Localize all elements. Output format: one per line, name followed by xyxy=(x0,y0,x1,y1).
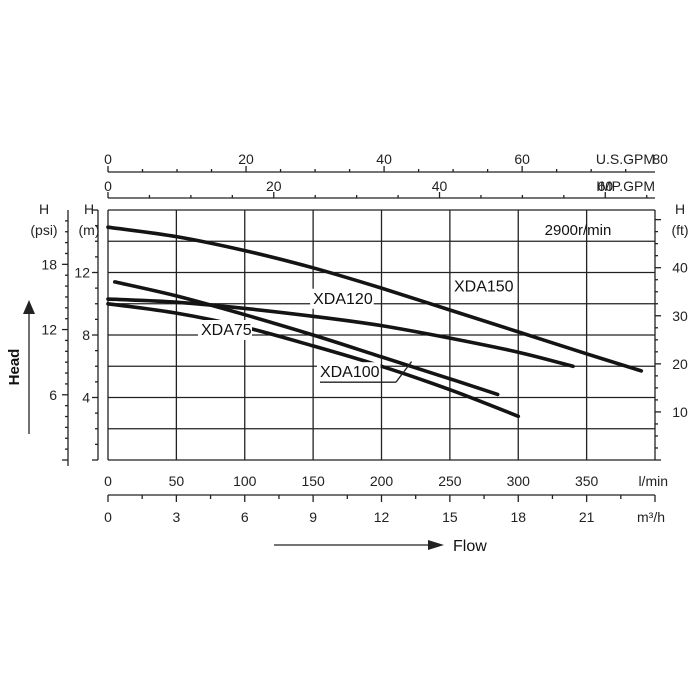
flow-arrow-icon xyxy=(428,540,444,550)
curve-label-xda75: XDA75 xyxy=(201,322,252,339)
lmin-tick-label: 0 xyxy=(104,473,112,489)
lmin-tick-label: 50 xyxy=(169,473,185,489)
curve-label-xda120: XDA120 xyxy=(313,291,373,308)
head-m-unit: (m) xyxy=(79,222,100,238)
head-ft-tick-label: 20 xyxy=(672,356,688,372)
impgpm-tick-label: 60 xyxy=(597,178,613,194)
lmin-unit: l/min xyxy=(638,473,668,489)
speed-label: 2900r/min xyxy=(545,222,612,239)
m3h-tick-label: 12 xyxy=(374,509,390,525)
head-m-tick-label: 8 xyxy=(82,327,90,343)
curve-xda120 xyxy=(106,297,575,369)
lmin-tick-label: 300 xyxy=(507,473,531,489)
bottom-axes: 0 50 100 150 200 250 300 350 l/min 0 3 6 9 12 15 18 21 m³… xyxy=(104,473,668,525)
head-m-tick-label: 12 xyxy=(74,265,90,281)
impgpm-tick-label: 0 xyxy=(104,178,112,194)
usgpm-tick-label: 60 xyxy=(514,151,530,167)
curve-label-bg xyxy=(450,276,515,297)
lmin-tick-label: 200 xyxy=(370,473,394,489)
m3h-unit: m³/h xyxy=(637,509,665,525)
head-indicator: Head xyxy=(6,300,35,434)
head-arrow-icon xyxy=(23,300,35,314)
curve-label-bg xyxy=(316,362,381,383)
curve-label-xda150: XDA150 xyxy=(454,278,514,295)
head-psi-unit-top: H xyxy=(39,201,49,217)
usgpm-unit: U.S.GPM xyxy=(596,151,655,167)
plot-grid xyxy=(107,209,656,461)
m3h-tick-label: 15 xyxy=(442,509,458,525)
xda100-leader-line xyxy=(395,361,413,383)
head-ft-unit-top: H xyxy=(675,201,685,217)
left-axes: 4 8 12 H (m) 6 12 18 H (psi) xyxy=(30,201,100,466)
head-psi-tick-label: 18 xyxy=(41,256,57,272)
flow-axis-label: Flow xyxy=(453,538,487,555)
curve-xda100 xyxy=(113,280,500,397)
m3h-tick-label: 6 xyxy=(241,509,249,525)
head-m-unit-top: H xyxy=(84,201,94,217)
m3h-tick-label: 21 xyxy=(579,509,595,525)
head-psi-tick-label: 6 xyxy=(49,387,57,403)
curve-xda75 xyxy=(106,302,521,419)
curve-labels: XDA150 XDA120 XDA100 XDA75 xyxy=(197,276,515,383)
impgpm-tick-label: 40 xyxy=(432,178,448,194)
usgpm-tick-label: 40 xyxy=(376,151,392,167)
head-axis-label: Head xyxy=(6,349,23,386)
m3h-tick-label: 18 xyxy=(510,509,526,525)
head-m-tick-label: 4 xyxy=(82,390,90,406)
m3h-tick-label: 9 xyxy=(309,509,317,525)
impgpm-unit: IMP.GPM xyxy=(596,178,655,194)
head-ft-tick-label: 10 xyxy=(672,404,688,420)
head-ft-unit: (ft) xyxy=(671,222,688,238)
lmin-tick-label: 100 xyxy=(233,473,257,489)
curve-label-bg xyxy=(310,288,374,309)
impgpm-tick-label: 20 xyxy=(266,178,282,194)
m3h-tick-label: 0 xyxy=(104,509,112,525)
head-psi-unit: (psi) xyxy=(30,222,57,238)
head-ft-tick-label: 40 xyxy=(672,260,688,276)
curve-xda150 xyxy=(106,225,644,373)
right-axis: 10 20 30 40 H (ft) xyxy=(655,201,689,461)
curve-label-bg xyxy=(197,320,252,340)
usgpm-tick-label: 0 xyxy=(104,151,112,167)
pump-curves xyxy=(106,225,644,419)
usgpm-tick-label: 80 xyxy=(652,151,668,167)
head-ft-tick-label: 30 xyxy=(672,308,688,324)
curve-label-xda100: XDA100 xyxy=(320,364,380,381)
usgpm-tick-label: 20 xyxy=(238,151,254,167)
head-psi-tick-label: 12 xyxy=(41,322,57,338)
m3h-tick-label: 3 xyxy=(172,509,180,525)
flow-indicator: Flow xyxy=(274,538,487,555)
lmin-tick-label: 150 xyxy=(301,473,325,489)
lmin-tick-label: 250 xyxy=(438,473,462,489)
lmin-tick-label: 350 xyxy=(575,473,599,489)
